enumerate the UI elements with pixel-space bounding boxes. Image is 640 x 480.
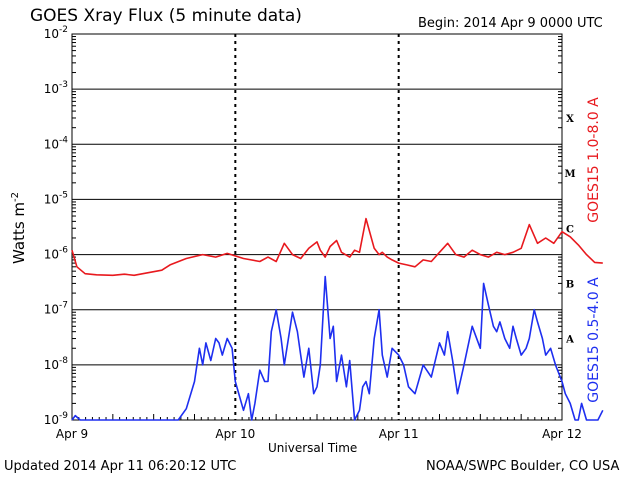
legend-long-channel: GOES15 1.0-8.0 A: [586, 97, 602, 223]
chart-title: GOES Xray Flux (5 minute data): [30, 6, 302, 26]
begin-time: Begin: 2014 Apr 9 0000 UTC: [418, 16, 603, 31]
x-axis-label: Universal Time: [268, 441, 358, 455]
long-channel-line: [71, 217, 603, 277]
y-axis-label: Watts m-2: [10, 192, 28, 264]
y-tick-label: 10-9: [44, 411, 69, 427]
flare-class-label: A: [565, 335, 574, 346]
y-tick-label: 10-2: [44, 25, 68, 41]
x-tick-label: Apr 10: [215, 427, 255, 441]
plot-frame: [71, 33, 563, 421]
updated-timestamp: Updated 2014 Apr 11 06:20:12 UTC: [4, 459, 237, 474]
x-tick-label: Apr 12: [542, 427, 582, 441]
y-tick-label: 10-6: [44, 246, 69, 262]
flare-class-label: C: [566, 224, 574, 235]
legend-short-channel: GOES15 0.5-4.0 A: [586, 277, 602, 403]
y-tick-label: 10-8: [44, 356, 69, 372]
credit-text: NOAA/SWPC Boulder, CO USA: [426, 459, 620, 474]
flare-class-label: X: [566, 114, 574, 125]
x-tick-label: Apr 9: [56, 427, 88, 441]
y-tick-label: 10-7: [44, 301, 68, 317]
flare-class-label: B: [566, 279, 574, 290]
y-tick-label: 10-4: [44, 135, 69, 151]
y-tick-label: 10-3: [44, 80, 68, 96]
y-tick-label: 10-5: [44, 190, 68, 206]
short-channel-line: [71, 275, 604, 421]
flare-class-label: M: [564, 169, 575, 180]
x-tick-label: Apr 11: [379, 427, 419, 441]
